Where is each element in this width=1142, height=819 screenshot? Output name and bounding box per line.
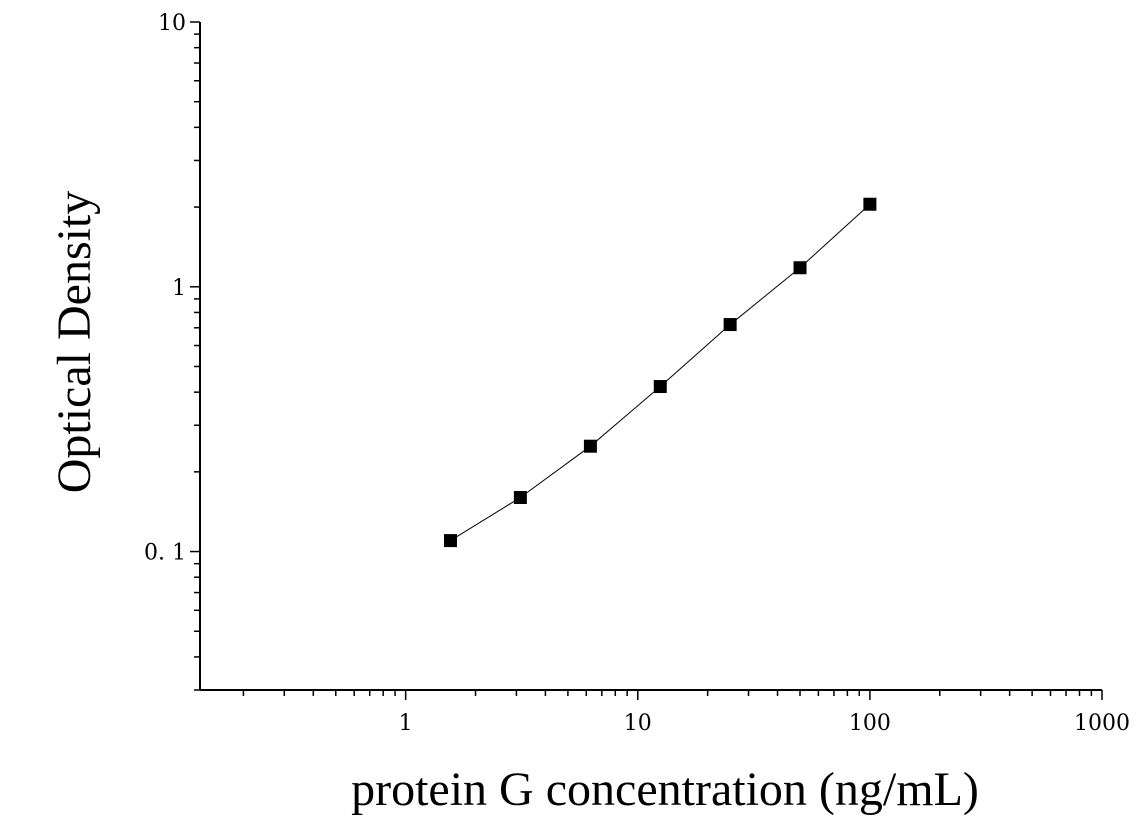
axes [199,22,1102,691]
fit-curve [450,203,871,542]
ticks [190,21,1103,700]
data-point [583,439,597,453]
data-point [723,318,737,332]
data-point [443,534,457,548]
x-axis-title: protein G concentration (ng/mL) [351,763,979,816]
data-point [513,491,527,505]
x-tick-label: 100 [849,711,891,736]
x-tick-label: 1000 [1074,711,1130,736]
x-tick-label: 10 [624,711,652,736]
data-point [653,380,667,394]
y-tick-label: 1 [172,276,186,301]
y-axis-title: Optical Density [48,191,101,494]
x-tick-label: 1 [399,711,413,736]
data-point [793,261,807,275]
data-point [863,197,877,211]
y-tick-label: 10 [158,11,186,36]
data-points [443,197,877,548]
tick-labels: 1 10 100 1000 0. 1 1 10 [144,11,1130,736]
y-tick-label: 0. 1 [144,541,186,566]
